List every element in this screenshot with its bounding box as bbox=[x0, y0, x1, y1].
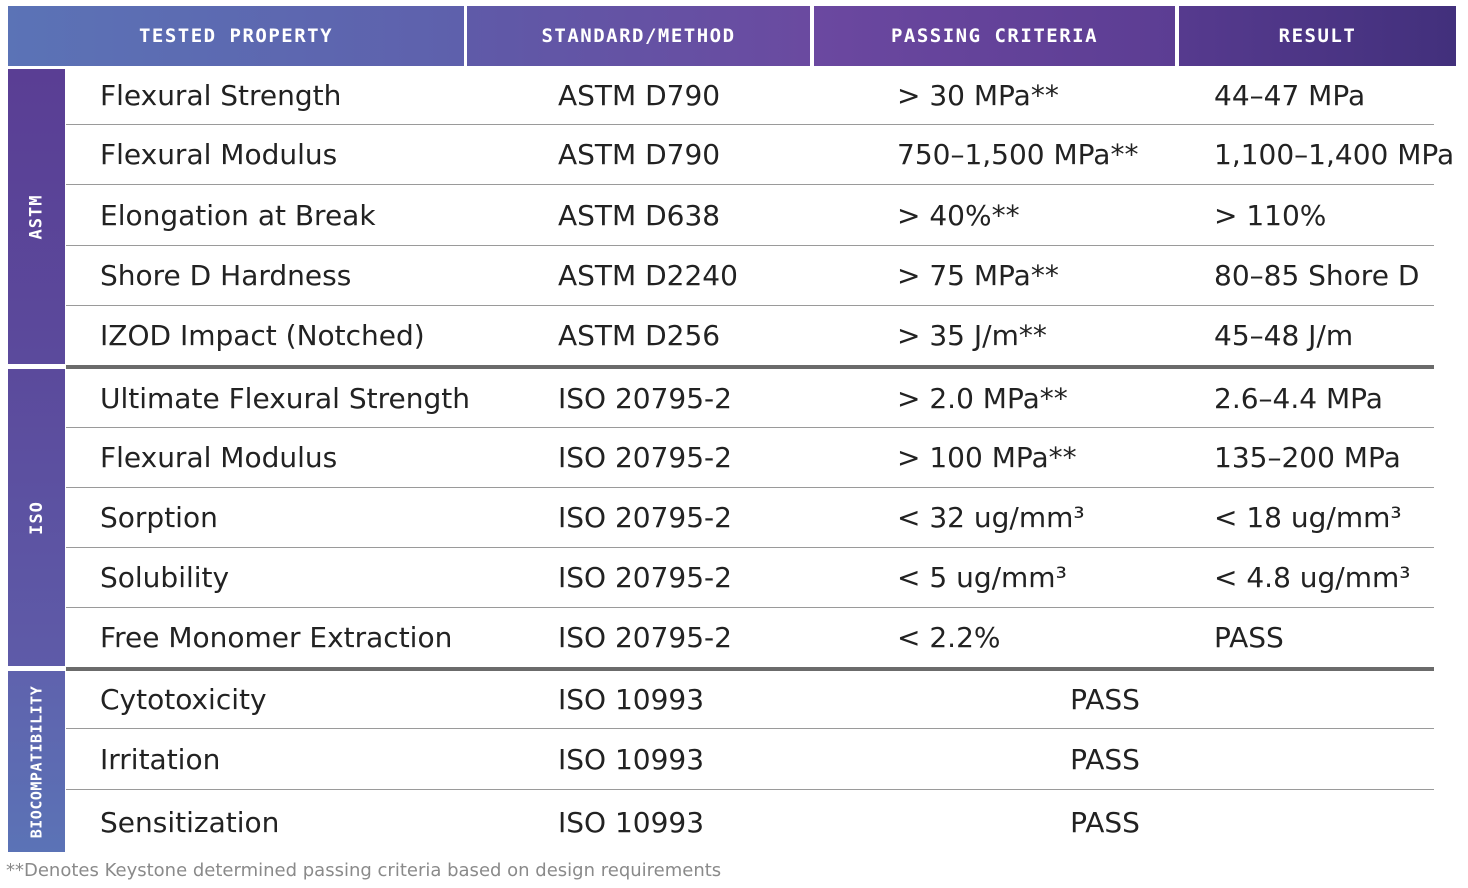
table-row: Flexural Strength ASTM D790 > 30 MPa** 4… bbox=[66, 66, 1434, 125]
standard-cell: ASTM D256 bbox=[558, 319, 721, 352]
property-cell: Cytotoxicity bbox=[100, 683, 267, 716]
criteria-cell: > 35 J/m** bbox=[897, 319, 1047, 352]
table-row: Solubility ISO 20795-2 < 5 ug/mm³ < 4.8 … bbox=[66, 548, 1434, 608]
property-cell: Flexural Modulus bbox=[100, 138, 338, 171]
header-tested-property: TESTED PROPERTY bbox=[8, 6, 464, 66]
table-row: Ultimate Flexural Strength ISO 20795-2 >… bbox=[66, 369, 1434, 428]
property-cell: Sorption bbox=[100, 501, 218, 534]
header-passing-criteria: PASSING CRITERIA bbox=[814, 6, 1175, 66]
criteria-cell: 750–1,500 MPa** bbox=[897, 138, 1139, 171]
standard-cell: ASTM D790 bbox=[558, 78, 721, 112]
category-astm-label: ASTM bbox=[26, 194, 47, 239]
category-biocompatibility: BIOCOMPATIBILITY bbox=[8, 671, 65, 852]
criteria-cell: < 32 ug/mm³ bbox=[897, 501, 1085, 534]
table-row: Irritation ISO 10993 PASS bbox=[66, 729, 1434, 790]
outcome-cell: PASS bbox=[1070, 683, 1140, 716]
table-row: Shore D Hardness ASTM D2240 > 75 MPa** 8… bbox=[66, 246, 1434, 306]
criteria-cell: > 2.0 MPa** bbox=[897, 381, 1068, 415]
category-astm: ASTM bbox=[8, 69, 65, 364]
footnote: **Denotes Keystone determined passing cr… bbox=[6, 860, 722, 881]
table-row: Sensitization ISO 10993 PASS bbox=[66, 790, 1434, 854]
category-iso: ISO bbox=[8, 369, 65, 666]
header-standard-method: STANDARD/METHOD bbox=[467, 6, 810, 66]
standard-cell: ISO 10993 bbox=[558, 805, 705, 839]
outcome-cell: PASS bbox=[1070, 805, 1140, 839]
result-cell: 1,100–1,400 MPa bbox=[1214, 138, 1455, 171]
property-cell: Irritation bbox=[100, 742, 221, 776]
property-cell: Shore D Hardness bbox=[100, 259, 352, 292]
criteria-cell: < 5 ug/mm³ bbox=[897, 561, 1067, 594]
property-cell: Solubility bbox=[100, 561, 230, 594]
property-cell: Free Monomer Extraction bbox=[100, 621, 453, 654]
table-row: IZOD Impact (Notched) ASTM D256 > 35 J/m… bbox=[66, 306, 1434, 369]
standard-cell: ASTM D2240 bbox=[558, 259, 738, 292]
table-row: Free Monomer Extraction ISO 20795-2 < 2.… bbox=[66, 608, 1434, 671]
table-row: Cytotoxicity ISO 10993 PASS bbox=[66, 671, 1434, 729]
result-cell: 44–47 MPa bbox=[1214, 78, 1366, 112]
header-result: RESULT bbox=[1179, 6, 1456, 66]
property-cell: Flexural Modulus bbox=[100, 441, 338, 474]
table-header: TESTED PROPERTY STANDARD/METHOD PASSING … bbox=[8, 6, 1456, 66]
property-cell: Flexural Strength bbox=[100, 78, 342, 112]
result-cell: 45–48 J/m bbox=[1214, 319, 1354, 352]
standard-cell: ASTM D790 bbox=[558, 138, 721, 171]
standard-cell: ISO 20795-2 bbox=[558, 441, 732, 474]
criteria-cell: < 2.2% bbox=[897, 621, 1001, 654]
result-cell: 80–85 Shore D bbox=[1214, 259, 1420, 292]
table-row: Sorption ISO 20795-2 < 32 ug/mm³ < 18 ug… bbox=[66, 488, 1434, 548]
result-cell: < 4.8 ug/mm³ bbox=[1214, 561, 1411, 594]
property-cell: Elongation at Break bbox=[100, 198, 376, 232]
criteria-cell: > 40%** bbox=[897, 198, 1020, 232]
property-cell: IZOD Impact (Notched) bbox=[100, 319, 425, 352]
result-cell: 135–200 MPa bbox=[1214, 441, 1401, 474]
table-row: Flexural Modulus ISO 20795-2 > 100 MPa**… bbox=[66, 428, 1434, 488]
result-cell: > 110% bbox=[1214, 198, 1327, 232]
criteria-cell: > 100 MPa** bbox=[897, 441, 1077, 474]
result-cell: < 18 ug/mm³ bbox=[1214, 501, 1402, 534]
standard-cell: ASTM D638 bbox=[558, 198, 721, 232]
property-cell: Sensitization bbox=[100, 805, 280, 839]
standard-cell: ISO 10993 bbox=[558, 683, 705, 716]
outcome-cell: PASS bbox=[1070, 742, 1140, 776]
result-cell: PASS bbox=[1214, 621, 1284, 654]
standard-cell: ISO 20795-2 bbox=[558, 621, 732, 654]
property-cell: Ultimate Flexural Strength bbox=[100, 381, 470, 415]
table-row: Elongation at Break ASTM D638 > 40%** > … bbox=[66, 185, 1434, 246]
standard-cell: ISO 10993 bbox=[558, 742, 705, 776]
criteria-cell: > 30 MPa** bbox=[897, 78, 1059, 112]
standard-cell: ISO 20795-2 bbox=[558, 501, 732, 534]
table-row: Flexural Modulus ASTM D790 750–1,500 MPa… bbox=[66, 125, 1454, 185]
standard-cell: ISO 20795-2 bbox=[558, 381, 732, 415]
result-cell: 2.6–4.4 MPa bbox=[1214, 381, 1383, 415]
standard-cell: ISO 20795-2 bbox=[558, 561, 732, 594]
criteria-cell: > 75 MPa** bbox=[897, 259, 1059, 292]
category-iso-label: ISO bbox=[26, 500, 47, 535]
category-biocompatibility-label: BIOCOMPATIBILITY bbox=[27, 685, 46, 838]
